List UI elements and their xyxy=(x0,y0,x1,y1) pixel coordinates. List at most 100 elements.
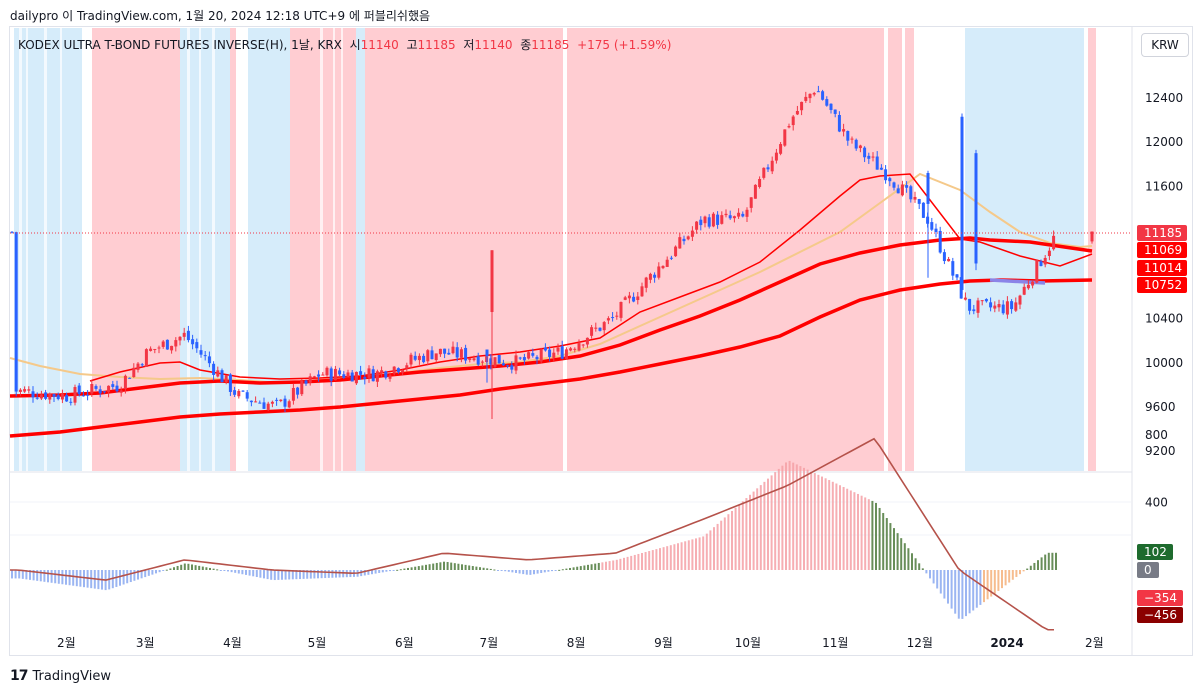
candle-body xyxy=(741,213,745,217)
macd-bar xyxy=(943,570,946,599)
candle-body xyxy=(942,252,946,262)
candle-body xyxy=(501,363,505,366)
macd-bar xyxy=(219,570,222,571)
candle-body xyxy=(800,101,804,111)
macd-bar xyxy=(29,570,31,580)
macd-bar xyxy=(432,563,435,570)
macd-bar xyxy=(263,570,265,579)
chart-frame[interactable] xyxy=(9,26,1193,656)
candle-body xyxy=(220,370,224,383)
candle-body xyxy=(350,372,354,382)
candle-body xyxy=(388,375,392,379)
candle-body xyxy=(489,358,493,365)
time-tick-label: 2월 xyxy=(1085,636,1104,650)
macd-bar xyxy=(576,566,579,570)
candle-body xyxy=(422,355,426,363)
candle-body xyxy=(905,185,909,188)
macd-bar xyxy=(504,570,507,572)
candle-body xyxy=(359,371,363,375)
price-tag xyxy=(1137,260,1187,276)
macd-bar xyxy=(799,466,802,570)
macd-bar xyxy=(32,570,35,581)
macd-bar xyxy=(169,568,172,570)
macd-bar xyxy=(309,570,312,579)
candle-body xyxy=(1026,284,1030,289)
candle-body xyxy=(447,352,451,355)
candle-body xyxy=(804,96,808,101)
macd-bar xyxy=(259,570,262,578)
macd-bar xyxy=(907,548,910,570)
macd-bar xyxy=(180,564,183,570)
candle-body xyxy=(102,391,106,393)
candle-body xyxy=(993,305,997,309)
macd-bar xyxy=(331,570,334,578)
macd-bar xyxy=(281,570,283,580)
candle-body xyxy=(858,145,862,149)
macd-bar xyxy=(183,563,186,570)
macd-bar xyxy=(885,518,888,570)
macd-bar xyxy=(363,570,366,576)
candle-body xyxy=(980,300,984,302)
candle-body xyxy=(821,91,825,100)
candle-body xyxy=(157,347,161,349)
footer-brand[interactable]: 17 TradingView xyxy=(10,668,111,684)
macd-bar xyxy=(367,570,370,575)
candle-body xyxy=(224,375,228,383)
time-tick-label: 5월 xyxy=(308,636,327,650)
candle-body xyxy=(178,336,182,341)
osc-tag-label: 0 xyxy=(1144,563,1152,577)
macd-bar xyxy=(147,570,150,576)
macd-bar xyxy=(468,565,471,570)
candle-body xyxy=(81,395,85,397)
candle-body xyxy=(195,342,199,349)
macd-bar xyxy=(713,527,715,570)
candle-body xyxy=(611,317,615,319)
zone-gap-1 xyxy=(26,28,28,471)
macd-bar xyxy=(698,537,701,570)
macd-bar xyxy=(381,570,384,573)
macd-bar xyxy=(867,499,870,570)
candle-body xyxy=(94,386,98,389)
candle-body xyxy=(245,392,249,399)
candle-body xyxy=(207,356,211,364)
candle-body xyxy=(426,350,430,362)
macd-bar xyxy=(227,570,229,572)
macd-bar xyxy=(623,557,625,570)
candle-body xyxy=(833,109,837,114)
candle-body xyxy=(737,212,741,217)
ema-long-line xyxy=(9,278,1093,438)
candle-body xyxy=(535,356,539,360)
candle-body xyxy=(577,343,581,351)
macd-bar xyxy=(803,467,805,570)
candle-body xyxy=(60,393,64,400)
price-tag xyxy=(1137,242,1187,258)
candle-body xyxy=(976,300,980,313)
macd-bar xyxy=(317,570,319,579)
macd-bar xyxy=(612,560,615,570)
macd-bar xyxy=(608,561,611,570)
macd-bar xyxy=(846,488,849,570)
candle-body xyxy=(632,296,636,302)
candle-body xyxy=(346,372,350,378)
candle-body xyxy=(1001,304,1005,314)
macd-bar xyxy=(619,558,622,570)
currency-button[interactable]: KRW xyxy=(1141,33,1189,57)
macd-bar xyxy=(1033,562,1036,570)
macd-bar xyxy=(788,460,791,570)
macd-bar xyxy=(25,570,28,580)
macd-bar xyxy=(770,475,773,570)
macd-bar xyxy=(590,564,593,570)
macd-bar xyxy=(882,512,885,570)
macd-bar xyxy=(774,472,777,570)
macd-bar xyxy=(43,570,46,582)
macd-bar xyxy=(158,570,161,573)
candle-body xyxy=(997,304,1001,308)
macd-bar xyxy=(644,552,647,570)
macd-bar xyxy=(1008,570,1011,583)
macd-bar xyxy=(684,541,687,570)
candle-body xyxy=(1039,261,1043,267)
macd-bar xyxy=(489,568,492,570)
macd-bar xyxy=(921,568,924,570)
candle-body xyxy=(686,236,690,240)
